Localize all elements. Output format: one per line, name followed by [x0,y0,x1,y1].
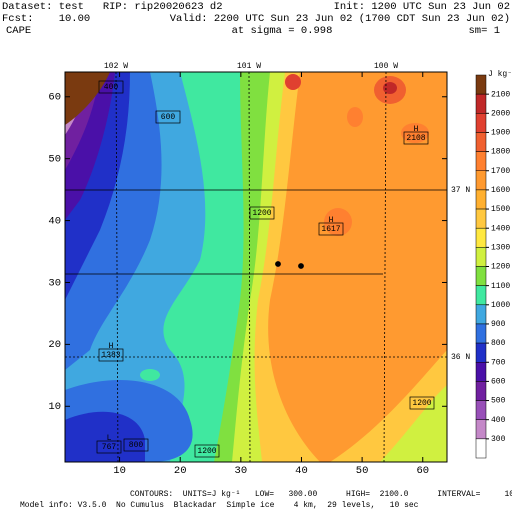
field: CAPE [6,25,31,37]
colorbar-label: 1100 [491,282,510,291]
colorbar-label: 1600 [491,186,510,195]
y-tick-label: 20 [48,339,61,351]
plot-frame [64,71,448,463]
extremum-value-box [318,222,344,236]
colorbar-unit: J kg⁻¹ [488,70,512,79]
colorbar-box [475,362,487,382]
colorbar-box [475,208,487,229]
y-tick-label: 60 [48,92,61,104]
colorbar-box [475,285,487,306]
colorbar-box [475,113,487,133]
valid: Valid: 2200 UTC Sun 23 Jun 02 (1700 CDT … [170,13,510,25]
latitude-label: 36 N [451,353,470,362]
colorbar-box [475,170,487,191]
colorbar-label: 1400 [491,224,510,233]
x-tick-label: 40 [295,465,308,477]
colorbar-box [475,400,487,420]
contour-label-box [155,110,181,124]
latitude-label: 37 N [451,186,470,195]
fcst: Fcst: 10.00 [2,13,90,25]
colorbar-box [475,189,487,210]
contour-label: 400 [104,83,119,92]
extremum-kind: H [414,125,419,134]
longitude-label: 100 W [374,62,398,71]
extremum-value-box [96,440,122,454]
colorbar-label: 1700 [491,167,510,176]
colorbar-box [475,381,487,401]
level: at sigma = 0.998 [232,25,333,37]
model-info: Model info: V3.5.0 No Cumulus Blackadar … [20,501,419,510]
colorbar-label: 1500 [491,205,510,214]
colorbar-box [475,438,487,459]
colorbar-label: 800 [491,339,506,348]
x-tick-label: 20 [174,465,187,477]
colorbar-box [475,227,487,248]
y-tick-label: 30 [48,277,61,289]
contour-label-box [194,444,220,458]
extremum-value-box [403,131,429,145]
colorbar-box [475,419,487,440]
colorbar-label: 400 [491,416,506,425]
colorbar-label: 1000 [491,301,510,310]
longitude-label: 102 W [104,62,128,71]
colorbar-box [475,266,487,286]
colorbar-box [475,342,487,363]
x-tick-label: 50 [356,465,369,477]
y-tick-label: 10 [48,401,61,413]
colorbar-box [475,304,487,325]
x-tick-label: 10 [113,465,126,477]
colorbar-label: 700 [491,358,506,367]
colorbar-label: 600 [491,378,506,387]
extremum-kind: H [109,342,114,351]
colorbar-label: 300 [491,435,506,444]
extremum-value: 767 [102,443,117,452]
extremum-value-box [98,348,124,362]
colorbar-label: 1800 [491,148,510,157]
colorbar-label: 1300 [491,243,510,252]
contour-label-box [409,396,435,410]
colorbar-box [475,247,487,267]
contour-label: 1200 [252,209,271,218]
colorbar-box [475,74,487,95]
contour-label: 600 [161,113,176,122]
longitude-label: 101 W [237,62,261,71]
colorbar-label: 1200 [491,263,510,272]
colorbar-box [475,151,487,172]
contour-label: 800 [129,441,144,450]
y-tick-label: 50 [48,153,61,165]
extremum-kind: H [329,216,334,225]
extremum-value: 1617 [321,225,340,234]
colorbar-box [475,93,487,114]
cape-field [65,72,447,462]
extremum-value: 1383 [101,351,120,360]
colorbar-label: 2100 [491,90,510,99]
y-tick-label: 40 [48,215,61,227]
x-tick-label: 60 [416,465,429,477]
contour-label-box [98,80,124,94]
init: Init: 1200 UTC Sun 23 Jun 02 [334,1,510,13]
contours-info: CONTOURS: UNITS=J kg⁻¹ LOW= 300.00 HIGH=… [130,490,512,499]
contour-label-box [123,438,149,452]
contour-label: 1200 [412,399,431,408]
contour-label: 1200 [197,447,216,456]
colorbar-box [475,132,487,152]
dataset: Dataset: test RIP: rip20020623 d2 [2,1,223,13]
extremum-kind: L [107,434,112,443]
colorbar-box [475,323,487,344]
colorbar-label: 1900 [491,129,510,138]
x-tick-label: 30 [235,465,248,477]
colorbar-label: 900 [491,320,506,329]
colorbar-label: 2000 [491,109,510,118]
extremum-value: 2108 [406,134,425,143]
contour-label-box [249,206,275,220]
colorbar-label: 500 [491,397,506,406]
map-lines [65,71,447,463]
smooth: sm= 1 [468,25,500,37]
